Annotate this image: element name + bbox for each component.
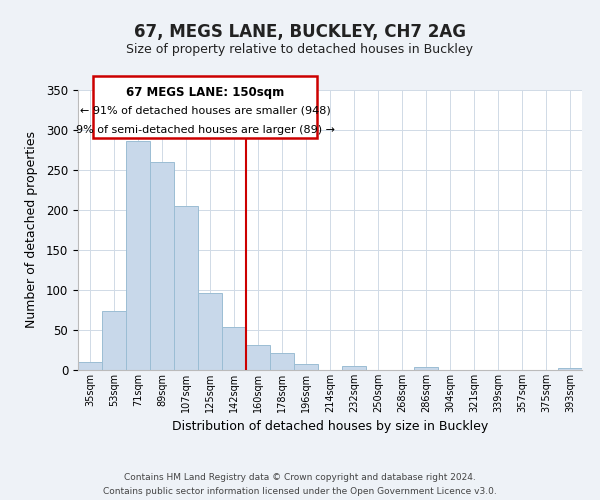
Bar xyxy=(246,345,270,370)
Bar xyxy=(558,368,582,370)
Bar xyxy=(294,364,318,370)
FancyBboxPatch shape xyxy=(93,76,317,138)
Bar xyxy=(78,362,102,370)
Text: Contains HM Land Registry data © Crown copyright and database right 2024.: Contains HM Land Registry data © Crown c… xyxy=(124,472,476,482)
Bar xyxy=(414,367,438,370)
X-axis label: Distribution of detached houses by size in Buckley: Distribution of detached houses by size … xyxy=(172,420,488,434)
Text: 9% of semi-detached houses are larger (89) →: 9% of semi-detached houses are larger (8… xyxy=(76,125,335,135)
Y-axis label: Number of detached properties: Number of detached properties xyxy=(25,132,38,328)
Text: 67, MEGS LANE, BUCKLEY, CH7 2AG: 67, MEGS LANE, BUCKLEY, CH7 2AG xyxy=(134,22,466,40)
Bar xyxy=(342,366,366,370)
Bar xyxy=(126,141,150,370)
Bar xyxy=(150,162,174,370)
Text: Size of property relative to detached houses in Buckley: Size of property relative to detached ho… xyxy=(127,42,473,56)
Bar xyxy=(270,353,294,370)
Bar xyxy=(102,311,126,370)
Text: ← 91% of detached houses are smaller (948): ← 91% of detached houses are smaller (94… xyxy=(80,106,331,116)
Bar xyxy=(198,293,222,370)
Bar xyxy=(174,206,198,370)
Text: Contains public sector information licensed under the Open Government Licence v3: Contains public sector information licen… xyxy=(103,488,497,496)
Text: 67 MEGS LANE: 150sqm: 67 MEGS LANE: 150sqm xyxy=(126,86,284,99)
Bar xyxy=(222,327,246,370)
